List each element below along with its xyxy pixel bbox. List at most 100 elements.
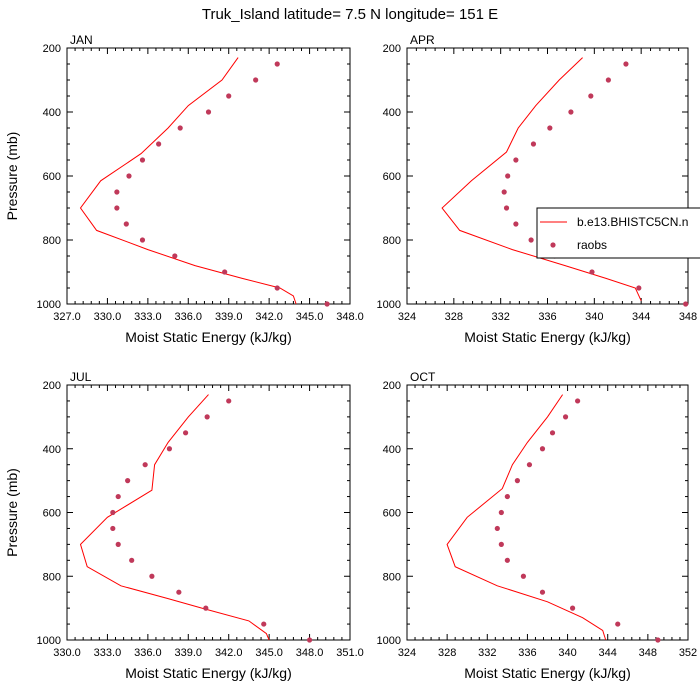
raobs-point xyxy=(504,557,510,563)
panel-oct: OCT 324 328 332 336 340 344 348 352 200 400 600 800 1… xyxy=(377,370,698,681)
x-axis-title: Moist Static Energy (kJ/kg) xyxy=(125,665,292,681)
raobs-point xyxy=(636,285,642,291)
raobs-point xyxy=(139,157,146,163)
raobs-point xyxy=(125,478,131,484)
raobs-point xyxy=(504,493,510,500)
y-tick-label: 400 xyxy=(383,107,401,119)
raobs-point xyxy=(623,61,629,67)
y-tick-label: 200 xyxy=(43,43,61,55)
raobs-point xyxy=(114,205,120,211)
raobs-point xyxy=(115,493,121,500)
x-tick-label: 345.0 xyxy=(296,311,324,323)
raobs-point xyxy=(274,61,280,67)
x-tick-label: 340 xyxy=(585,311,603,323)
y-tick-label: 600 xyxy=(43,171,61,183)
panel-label: APR xyxy=(410,33,435,47)
x-tick-label: 333.0 xyxy=(134,311,162,323)
x-tick-label: 336 xyxy=(518,647,536,659)
legend-label-model: b.e13.BHISTC5CN.n xyxy=(577,215,688,229)
x-axis-title: Moist Static Energy (kJ/kg) xyxy=(464,329,631,345)
raobs-point xyxy=(530,141,537,147)
x-tick-label: 336 xyxy=(538,311,556,323)
raobs-point xyxy=(123,221,129,227)
raobs-point xyxy=(514,478,520,484)
y-tick-label: 600 xyxy=(383,508,401,520)
x-tick-label: 328 xyxy=(445,311,463,323)
y-tick-label: 800 xyxy=(43,571,61,583)
x-tick-label: 336.0 xyxy=(175,311,203,323)
y-tick-label: 400 xyxy=(43,444,61,456)
x-tick-label: 348 xyxy=(679,311,697,323)
legend: b.e13.BHISTC5CN.n raobs xyxy=(536,207,700,259)
panel-label: JAN xyxy=(70,33,93,47)
y-tick-label: 600 xyxy=(43,508,61,520)
raobs-point xyxy=(526,462,533,468)
x-tick-label: 344 xyxy=(599,647,617,659)
raobs-point xyxy=(513,221,519,227)
series-line-model xyxy=(79,394,270,641)
raobs-point xyxy=(139,237,146,243)
y-tick-label: 400 xyxy=(383,444,401,456)
raobs-point xyxy=(226,93,232,99)
raobs-point xyxy=(222,269,228,275)
x-axis-title: Moist Static Energy (kJ/kg) xyxy=(464,665,631,681)
raobs-point xyxy=(505,173,511,179)
x-tick-label: 345.0 xyxy=(255,647,283,659)
raobs-point xyxy=(494,525,500,532)
panel-jan: JAN 327.0 330.0 333.0 336.0 339.0 342.0 345.0 34… xyxy=(4,33,364,345)
raobs-point xyxy=(253,77,259,83)
raobs-point xyxy=(203,605,209,611)
raobs-point xyxy=(156,141,162,147)
legend-label-raobs: raobs xyxy=(577,238,607,252)
x-tick-label: 344 xyxy=(632,311,650,323)
raobs-point xyxy=(562,414,569,420)
x-tick-label: 342.0 xyxy=(255,311,283,323)
legend-marker-swatch xyxy=(550,242,556,248)
y-tick-label: 200 xyxy=(43,380,61,392)
raobs-point xyxy=(513,157,519,163)
legend-box xyxy=(536,207,700,259)
raobs-point xyxy=(110,525,116,532)
raobs-point xyxy=(575,398,581,404)
raobs-point xyxy=(177,125,183,131)
x-tick-label: 348.0 xyxy=(296,647,324,659)
panel-apr: APR 324 328 332 336 340 344 348 200 400 600 800 1000… xyxy=(377,33,698,345)
series-line-model xyxy=(441,57,642,302)
raobs-point xyxy=(274,285,280,291)
y-tick-label: 800 xyxy=(43,235,61,247)
x-tick-label: 332 xyxy=(491,311,509,323)
x-tick-label: 342.0 xyxy=(215,647,243,659)
raobs-point xyxy=(142,462,148,468)
raobs-point xyxy=(126,173,132,179)
raobs-point xyxy=(498,509,504,516)
x-tick-label: 330.0 xyxy=(94,311,122,323)
y-tick-label: 1000 xyxy=(377,299,401,311)
series-line-model xyxy=(79,57,297,305)
raobs-point xyxy=(547,125,553,131)
x-tick-label: 339.0 xyxy=(175,647,203,659)
raobs-point xyxy=(261,621,267,627)
raobs-point xyxy=(114,189,120,195)
y-tick-label: 200 xyxy=(383,380,401,392)
raobs-point xyxy=(589,269,595,275)
y-axis-title: Pressure (mb) xyxy=(4,468,20,557)
y-tick-label: 400 xyxy=(43,107,61,119)
raobs-point xyxy=(149,573,155,579)
x-tick-label: 324 xyxy=(398,647,416,659)
y-tick-label: 800 xyxy=(383,235,401,247)
raobs-point xyxy=(498,541,504,547)
x-tick-label: 336.0 xyxy=(134,647,162,659)
raobs-point xyxy=(324,301,330,307)
raobs-point xyxy=(539,589,546,595)
y-tick-label: 800 xyxy=(383,571,401,583)
series-line-model xyxy=(446,394,607,641)
raobs-point xyxy=(615,621,621,627)
raobs-point xyxy=(549,430,556,436)
raobs-point xyxy=(520,573,527,579)
panel-label: JUL xyxy=(70,370,92,384)
x-tick-label: 333.0 xyxy=(94,647,122,659)
raobs-point xyxy=(501,189,507,195)
x-tick-label: 332 xyxy=(478,647,496,659)
raobs-point xyxy=(166,446,173,452)
